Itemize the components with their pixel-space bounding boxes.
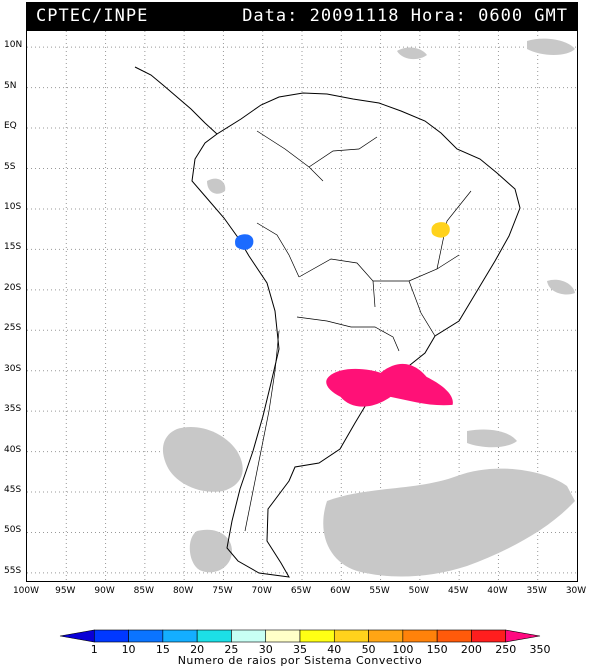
colorbar-swatch — [402, 629, 438, 643]
lat-label: 10N — [4, 40, 23, 51]
colorbar-tick: 10 — [122, 643, 136, 656]
border-paraguay-brazil — [351, 326, 400, 352]
lon-label: 95W — [55, 586, 76, 596]
colorbar-tick: 40 — [327, 643, 341, 656]
storm-system — [431, 222, 450, 238]
lat-label: 45S — [4, 485, 22, 496]
lat-label: 5S — [4, 161, 16, 172]
border-bolivia-brazil — [298, 258, 376, 308]
datetime-label: Data: 20091118 Hora: 0600 GMT — [242, 6, 568, 26]
lon-label: 30W — [565, 586, 587, 596]
map-frame — [26, 30, 578, 582]
lat-label: 10S — [4, 201, 22, 212]
cloud-south-pacific — [162, 427, 243, 492]
colorbar-tick: 20 — [190, 643, 204, 656]
border-argentina-bolivia — [296, 316, 352, 328]
coastline — [134, 66, 521, 578]
country-borders — [244, 130, 472, 532]
title-bar: CPTEC/INPE Data: 20091118 Hora: 0600 GMT — [26, 2, 578, 30]
map-canvas — [27, 31, 577, 581]
colorbar-swatch — [162, 629, 198, 643]
colorbar-tick: 200 — [461, 643, 482, 656]
cloud-north-coast — [397, 47, 427, 60]
colorbar-tick: 100 — [392, 643, 413, 656]
lon-label: 100W — [12, 586, 40, 596]
colorbar-caption: Numero de raios por Sistema Convectivo — [177, 654, 423, 667]
south-america-outline — [191, 92, 521, 578]
lat-label: 55S — [4, 565, 22, 576]
storm-systems — [235, 222, 453, 407]
lat-label: 35S — [4, 404, 22, 415]
lon-label: 40W — [487, 586, 508, 596]
colorbar-swatch — [265, 629, 301, 643]
border-brazil-states — [373, 190, 472, 337]
cloud-atlantic-east — [547, 279, 575, 295]
central-america — [134, 66, 218, 135]
border-venezuela-brazil — [308, 136, 378, 168]
cloud-layer — [162, 38, 575, 577]
lon-label: 75W — [212, 586, 233, 596]
border-colombia-brazil — [256, 130, 324, 182]
colorbar-swatch — [368, 629, 404, 643]
cloud-southern-ocean — [323, 468, 575, 577]
colorbar-tick: 1 — [91, 643, 98, 656]
storm-system — [326, 363, 453, 407]
lon-label: 45W — [447, 586, 469, 596]
lat-label: 25S — [4, 323, 22, 334]
lat-label: 5N — [4, 80, 17, 91]
lon-label: 35W — [526, 586, 547, 596]
colorbar-swatch — [333, 629, 369, 643]
lon-label: 85W — [133, 586, 155, 596]
colorbar-swatch — [231, 629, 267, 643]
lon-label: 65W — [290, 586, 312, 596]
lat-label: 15S — [4, 242, 22, 253]
lat-label: EQ — [4, 121, 17, 132]
cloud-patagonia — [189, 529, 232, 573]
colorbar-swatch — [196, 629, 232, 643]
colorbar-tick: 350 — [530, 643, 551, 656]
lon-label: 90W — [94, 586, 115, 596]
lon-label: 60W — [330, 586, 351, 596]
colorbar-swatch — [505, 629, 541, 643]
colorbar-tick: 150 — [427, 643, 448, 656]
colorbar-swatch — [471, 629, 507, 643]
colorbar-swatch — [93, 629, 129, 643]
cloud-amazon — [207, 178, 226, 194]
colorbar-tick: 25 — [224, 643, 238, 656]
colorbar-tick: 30 — [259, 643, 273, 656]
colorbar-tick: 15 — [156, 643, 170, 656]
colorbar-swatch — [59, 629, 95, 643]
lon-label: 80W — [172, 586, 194, 596]
colorbar-swatch — [299, 629, 335, 643]
colorbar: 1 10 15 20 25 30 35 40 50 100 150 200 250 350 — [59, 629, 551, 656]
colorbar-tick: 250 — [495, 643, 516, 656]
lat-label: 20S — [4, 282, 22, 293]
lat-label: 30S — [4, 363, 22, 374]
lat-label: 50S — [4, 525, 22, 536]
lat-label: 40S — [4, 444, 22, 455]
colorbar-tick: 50 — [362, 643, 376, 656]
border-peru-brazil — [256, 222, 300, 278]
storm-system — [235, 234, 254, 250]
lon-label: 55W — [369, 586, 390, 596]
colorbar-swatch — [436, 629, 472, 643]
lon-label: 50W — [408, 586, 430, 596]
border-chile-argentina — [244, 330, 280, 532]
cloud-north-east — [527, 38, 575, 55]
colorbar-tick: 35 — [293, 643, 307, 656]
lon-label: 70W — [251, 586, 272, 596]
cloud-south-atlantic — [467, 429, 517, 448]
source-label: CPTEC/INPE — [36, 6, 149, 26]
colorbar-swatch — [128, 629, 164, 643]
